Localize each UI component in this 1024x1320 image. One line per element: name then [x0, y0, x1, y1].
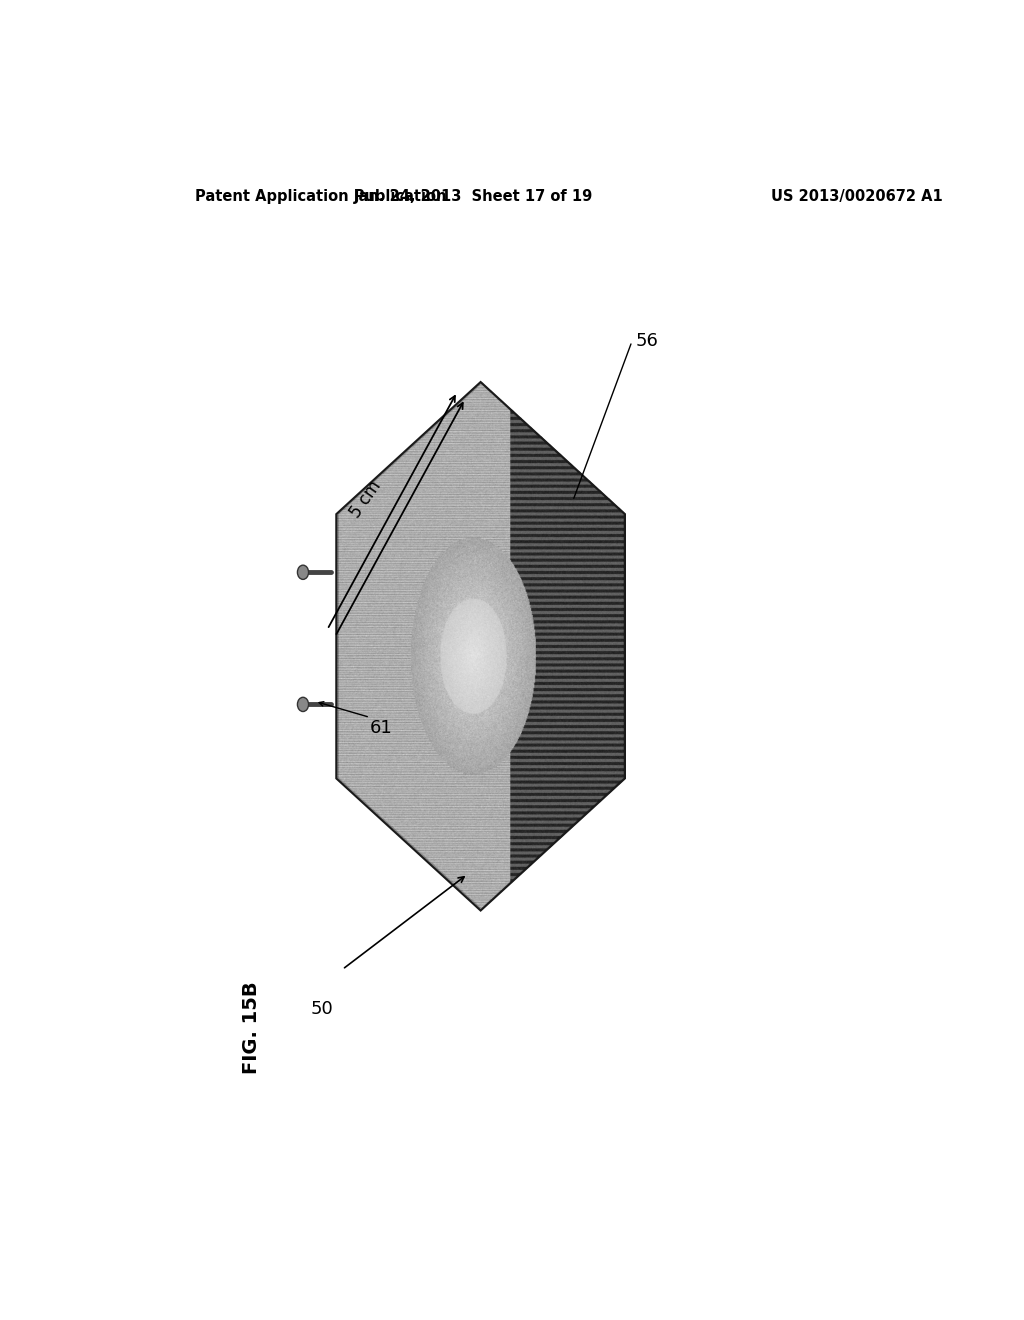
Text: 56: 56 [636, 333, 658, 350]
Circle shape [297, 697, 308, 711]
Text: Jan. 24, 2013  Sheet 17 of 19: Jan. 24, 2013 Sheet 17 of 19 [353, 189, 593, 205]
Text: 61: 61 [370, 718, 393, 737]
Text: US 2013/0020672 A1: US 2013/0020672 A1 [771, 189, 942, 205]
Text: FIG. 15B: FIG. 15B [242, 981, 260, 1073]
Circle shape [297, 565, 308, 579]
Text: Patent Application Publication: Patent Application Publication [196, 189, 446, 205]
Text: 50: 50 [311, 1001, 334, 1018]
Text: 5 cm: 5 cm [347, 477, 385, 521]
